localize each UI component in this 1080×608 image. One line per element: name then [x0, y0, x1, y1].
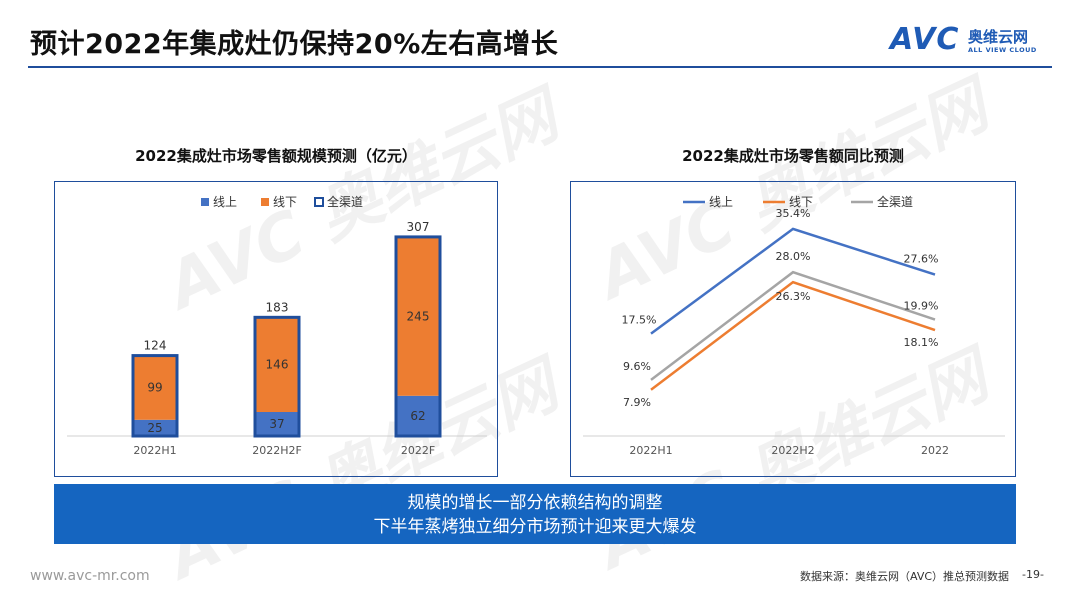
- legend-label: 全渠道: [327, 194, 363, 209]
- bar-online: [255, 412, 299, 436]
- bar-label-offline: 245: [407, 309, 430, 323]
- page-title: 预计2022年集成灶仍保持20%左右高增长: [30, 29, 559, 60]
- bar-label-total: 307: [407, 220, 430, 234]
- avc-logo: AVC 奥维云网 ALL VIEW CLOUD: [890, 22, 1060, 58]
- data-label: 26.3%: [776, 290, 811, 303]
- legend-label: 线上: [213, 195, 237, 209]
- bar-label-online: 62: [410, 409, 425, 423]
- bar-total-outline: [131, 354, 179, 438]
- bar-online: [396, 395, 440, 436]
- title-underline: [28, 66, 1052, 68]
- data-label: 18.1%: [904, 336, 939, 349]
- banner-line-1: 规模的增长一部分依赖结构的调整: [407, 493, 663, 513]
- x-tick-label: 2022H2F: [252, 444, 302, 457]
- line-chart-title: 2022集成灶市场零售额同比预测: [682, 147, 904, 165]
- x-tick-label: 2022H2: [771, 444, 814, 457]
- logo-cn: 奥维云网: [968, 28, 1029, 46]
- bar-chart-title: 2022集成灶市场零售额规模预测（亿元）: [135, 147, 417, 165]
- data-source: 数据来源：奥维云网（AVC）推总预测数据: [800, 570, 1010, 583]
- x-tick-label: 2022H1: [629, 444, 672, 457]
- bar-label-total: 124: [144, 339, 167, 353]
- bar-label-online: 25: [147, 421, 162, 435]
- line-all: [650, 270, 936, 381]
- logo-en: ALL VIEW CLOUD: [968, 46, 1037, 54]
- data-label: 27.6%: [904, 253, 939, 266]
- website-link[interactable]: www.avc-mr.com: [30, 568, 150, 584]
- legend-label: 线下: [789, 195, 813, 209]
- x-tick-label: 2022: [921, 444, 949, 457]
- legend-swatch-all: [314, 197, 324, 207]
- line-online: [650, 227, 936, 335]
- bar-online: [133, 419, 177, 436]
- data-label: 9.6%: [623, 360, 651, 373]
- data-label: 17.5%: [622, 314, 657, 327]
- bar-chart: 线上 线下 全渠道 25 99 124 2022H1 37 146 183 2022H2F 62 245…: [67, 194, 487, 457]
- data-label: 7.9%: [623, 396, 651, 409]
- data-label: 19.9%: [904, 300, 939, 313]
- bar-label-total: 183: [266, 300, 289, 314]
- bar-offline: [133, 355, 177, 420]
- conclusion-banner: 规模的增长一部分依赖结构的调整 下半年蒸烤独立细分市场预计迎来更大爆发: [54, 484, 1016, 544]
- legend-swatch-online: [201, 198, 209, 206]
- bar-total-outline: [253, 315, 301, 438]
- bar-label-online: 37: [269, 417, 284, 431]
- x-tick-label: 2022H1: [133, 444, 176, 457]
- legend-swatch-offline: [261, 198, 269, 206]
- banner-line-2: 下半年蒸烤独立细分市场预计迎来更大爆发: [373, 517, 697, 537]
- bar-offline: [255, 317, 299, 413]
- line-chart-panel: 线上 线下 全渠道 17.5% 35.4% 27.6% 7.9% 26.3% 18.1% 9.6%…: [570, 181, 1016, 477]
- bar-label-offline: 99: [147, 381, 162, 395]
- legend-label: 线下: [273, 195, 297, 209]
- bar-label-offline: 146: [266, 358, 289, 372]
- bar-total-outline: [394, 235, 442, 438]
- legend-label: 线上: [709, 195, 733, 209]
- page-number: -19-: [1022, 568, 1044, 581]
- bar-offline: [396, 236, 440, 396]
- data-label: 28.0%: [776, 250, 811, 263]
- data-label: 35.4%: [776, 207, 811, 220]
- legend-label: 全渠道: [877, 194, 913, 209]
- line-offline: [650, 280, 936, 391]
- bar-chart-panel: 线上 线下 全渠道 25 99 124 2022H1 37 146 183 2022H2F 62 245…: [54, 181, 498, 477]
- line-chart: 线上 线下 全渠道 17.5% 35.4% 27.6% 7.9% 26.3% 18.1% 9.6%…: [583, 194, 1005, 457]
- logo-mark: AVC: [890, 22, 960, 57]
- x-tick-label: 2022F: [401, 444, 435, 457]
